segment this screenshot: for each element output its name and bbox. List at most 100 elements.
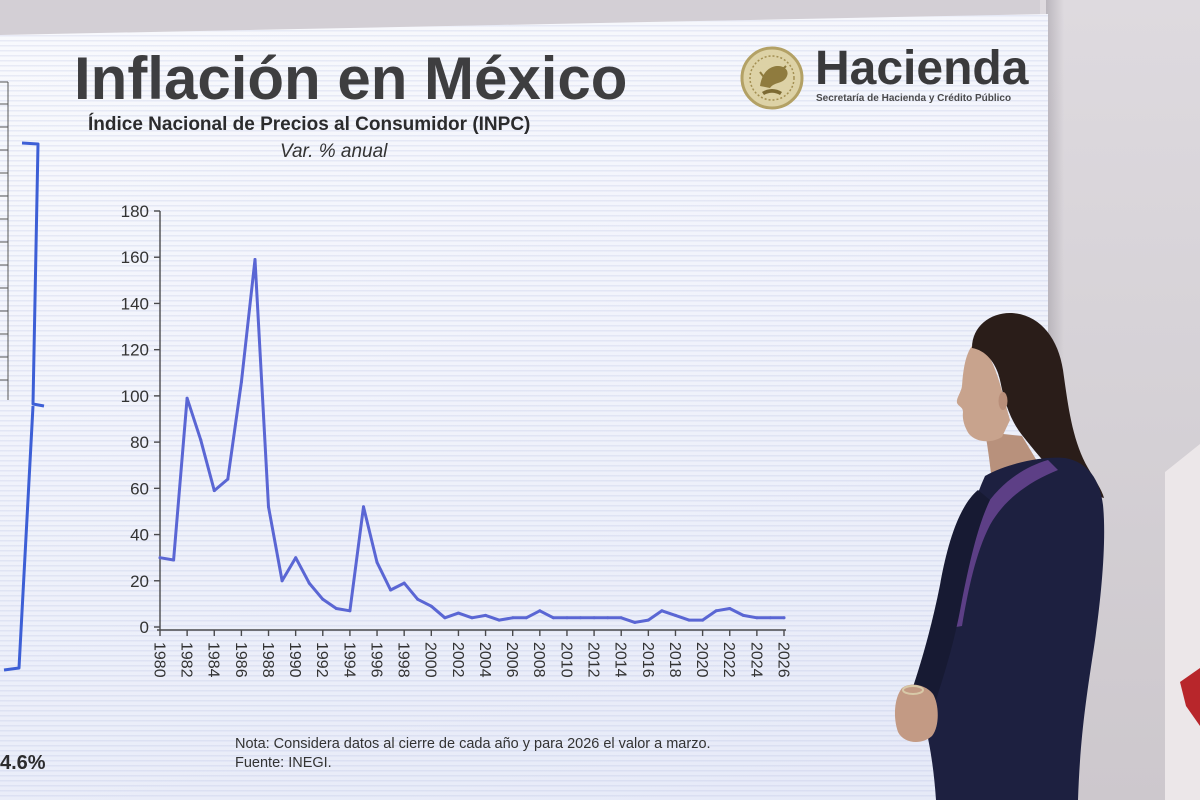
data-point <box>646 618 650 622</box>
x-tick-label: 2024 <box>747 642 764 678</box>
data-point <box>199 438 203 442</box>
data-point <box>592 616 596 620</box>
x-tick-label: 2006 <box>503 642 520 678</box>
logo-tagline: Secretaría de Hacienda y Crédito Público <box>816 93 1012 104</box>
data-point <box>280 579 284 583</box>
data-point <box>633 620 637 624</box>
x-tick-label: 1982 <box>178 642 195 678</box>
data-point <box>768 616 772 620</box>
data-point <box>172 558 176 562</box>
x-tick-label: 2020 <box>693 642 710 678</box>
x-tick-label: 1994 <box>340 642 357 678</box>
units-label: Var. % anual <box>280 141 388 162</box>
x-tick-label: 2016 <box>639 642 656 678</box>
x-tick-label: 2012 <box>584 642 601 678</box>
x-tick-label: 1980 <box>150 642 167 678</box>
data-point <box>565 616 569 620</box>
data-point <box>267 505 270 509</box>
x-tick-label: 2004 <box>476 642 493 678</box>
y-tick-label: 80 <box>130 433 149 452</box>
person-arm <box>912 490 990 700</box>
x-tick-label: 1992 <box>313 642 330 678</box>
presentation-screen: Inflación en México Índice Nacional de P… <box>0 14 1048 800</box>
y-tick-label: 180 <box>121 202 149 221</box>
bracelet <box>902 685 924 695</box>
data-point <box>701 618 705 622</box>
x-tick-label: 2022 <box>720 642 737 678</box>
data-point <box>429 604 433 608</box>
data-point <box>348 609 352 613</box>
data-point <box>253 258 257 261</box>
data-point <box>687 618 691 622</box>
data-point <box>443 616 447 620</box>
bracket-brace <box>3 141 45 672</box>
y-tick-label: 140 <box>121 294 149 313</box>
slide-subtitle: Índice Nacional de Precios al Consumidor… <box>88 114 531 135</box>
data-point <box>334 607 338 610</box>
data-point <box>375 560 379 564</box>
data-point <box>321 597 325 601</box>
x-tick-label: 2014 <box>612 642 629 678</box>
data-point <box>538 609 542 613</box>
x-tick-label: 1988 <box>259 642 276 678</box>
x-tick-label: 1986 <box>232 642 249 678</box>
person-hair <box>972 312 1104 498</box>
data-point <box>619 616 623 620</box>
y-tick-label: 40 <box>130 526 149 545</box>
chart-source: Fuente: INEGI. <box>235 755 332 771</box>
x-tick-label: 1990 <box>286 642 303 678</box>
data-point <box>579 616 582 620</box>
y-tick-label: 160 <box>121 248 149 267</box>
data-point <box>185 396 189 400</box>
screen-scanlines <box>0 14 1048 800</box>
x-tick-label: 2000 <box>422 642 439 678</box>
x-tick-label: 2010 <box>557 642 574 678</box>
y-tick-label: 100 <box>121 387 149 406</box>
y-tick-label: 20 <box>130 572 149 591</box>
data-point <box>484 613 488 617</box>
data-point <box>212 489 216 493</box>
x-tick-label: 1984 <box>205 642 222 678</box>
x-tick-label: 1998 <box>395 642 412 678</box>
y-tick-label: 0 <box>140 618 149 637</box>
data-point <box>782 616 786 620</box>
data-point <box>728 607 732 610</box>
data-point <box>551 616 555 620</box>
data-point <box>755 616 759 620</box>
person-hands <box>894 684 938 742</box>
logo-name: Hacienda <box>815 42 1029 95</box>
data-point <box>239 380 243 384</box>
flag-fragment <box>1165 444 1200 800</box>
data-point <box>470 616 474 620</box>
y-tick-label: 60 <box>130 479 149 498</box>
data-point <box>307 581 311 585</box>
person-face <box>956 346 1010 442</box>
data-point <box>226 477 230 481</box>
y-tick-label: 120 <box>121 341 149 360</box>
x-tick-label: 2018 <box>666 642 683 678</box>
data-point <box>158 556 162 560</box>
data-point <box>497 618 501 622</box>
side-panel-value: 4.6% <box>0 752 46 774</box>
data-point <box>456 611 460 615</box>
partial-table-edge <box>0 81 9 400</box>
data-point <box>741 613 745 617</box>
data-point <box>389 588 393 592</box>
x-tick-label: 2026 <box>774 642 791 678</box>
chart-note: Nota: Considera datos al cierre de cada … <box>235 736 711 752</box>
data-point <box>402 581 406 585</box>
x-tick-label: 2008 <box>530 642 547 678</box>
data-point <box>660 609 664 613</box>
data-point <box>294 556 298 560</box>
data-point <box>511 616 515 620</box>
x-tick-label: 2002 <box>449 642 466 678</box>
person-ear <box>998 392 1008 410</box>
data-point <box>674 613 677 617</box>
coat-of-arms-seal-icon <box>740 46 804 110</box>
slide-title: Inflación en México <box>74 45 628 112</box>
data-point <box>606 616 610 620</box>
x-tick-label: 1996 <box>367 642 384 678</box>
